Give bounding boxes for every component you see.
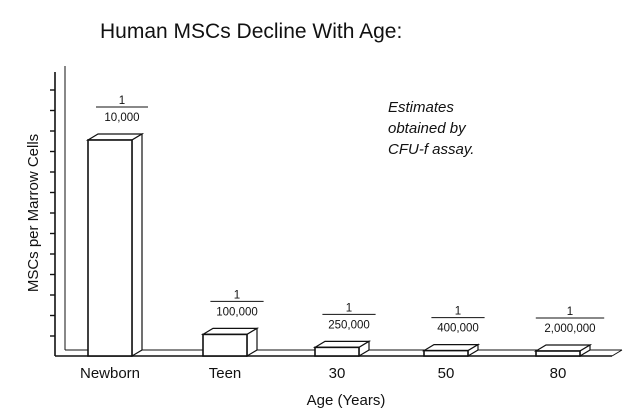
bar-side-face	[131, 132, 143, 358]
data-label-numerator: 1	[455, 306, 461, 318]
x-tick-label: Newborn	[80, 365, 140, 382]
bar	[533, 343, 593, 358]
annotation-line-2: obtained by	[388, 120, 467, 137]
bar	[200, 327, 260, 358]
bar-front-face	[423, 349, 469, 357]
data-label: 1 250,000	[322, 302, 376, 331]
data-label: 1 100,000	[210, 289, 264, 318]
x-tick-label: 80	[550, 365, 567, 382]
x-tick-label: 50	[438, 365, 455, 382]
data-label-numerator: 1	[567, 306, 573, 318]
data-label-denominator: 250,000	[328, 319, 370, 331]
bar-front-face	[535, 350, 581, 357]
data-label-denominator: 100,000	[216, 306, 258, 318]
x-axis-end-line	[611, 349, 623, 357]
data-label: 1 400,000	[431, 306, 485, 335]
data-label-denominator: 400,000	[437, 323, 479, 335]
bar-front-face	[202, 333, 248, 357]
x-tick-label: 30	[329, 365, 346, 382]
chart-title: Human MSCs Decline With Age:	[100, 20, 402, 43]
annotation-line-1: Estimates	[388, 99, 454, 116]
data-label-numerator: 1	[119, 95, 125, 107]
data-label-denominator: 10,000	[104, 112, 139, 124]
bars	[85, 132, 593, 358]
data-labels: 1 10,000 1 100,000 1 250,000 1 400,000 1 2,000,00…	[96, 95, 605, 335]
data-label-numerator: 1	[234, 289, 240, 301]
x-tick-labels: Newborn Teen 30 50 80	[80, 365, 566, 382]
data-label: 1 10,000	[96, 95, 148, 124]
bar	[85, 132, 145, 358]
x-tick-label: Teen	[209, 365, 242, 382]
y-axis-label: MSCs per Marrow Cells	[25, 134, 42, 292]
bar	[312, 340, 372, 358]
bar-front-face	[87, 139, 133, 357]
annotation-line-3: CFU-f assay.	[388, 141, 474, 158]
x-axis-label: Age (Years)	[307, 392, 386, 409]
data-label-denominator: 2,000,000	[544, 323, 595, 335]
data-label-numerator: 1	[346, 302, 352, 314]
annotation: Estimates obtained by CFU-f assay.	[388, 99, 474, 158]
bar	[421, 343, 481, 358]
data-label: 1 2,000,000	[535, 306, 605, 335]
bar-front-face	[314, 346, 360, 357]
